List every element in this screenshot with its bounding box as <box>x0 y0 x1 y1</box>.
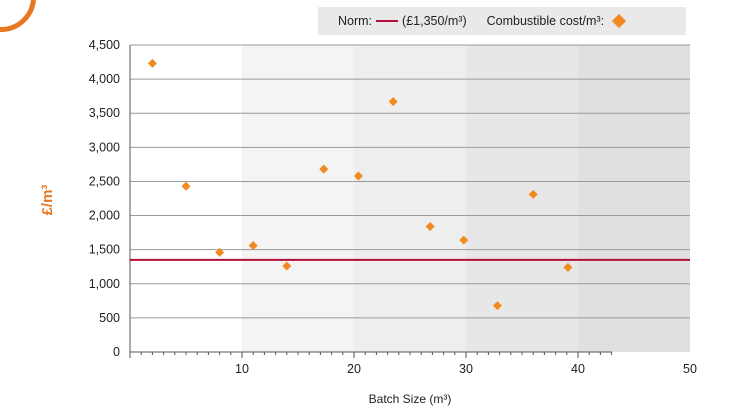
y-tick-label: 4,500 <box>89 38 120 52</box>
legend-norm-prefix: Norm: <box>338 14 373 28</box>
x-axis-label: Batch Size (m³) <box>369 392 452 406</box>
data-point <box>215 247 225 257</box>
y-tick-label: 2,500 <box>89 174 120 188</box>
data-point <box>459 235 469 245</box>
y-tick-label: 1,000 <box>89 277 120 291</box>
data-points <box>147 58 573 311</box>
axes <box>129 45 613 358</box>
legend-norm-label: (£1,350/m³) <box>402 14 467 28</box>
background-band <box>578 45 690 352</box>
y-tick-label: 1,500 <box>89 243 120 257</box>
data-point <box>425 221 435 231</box>
data-point <box>528 189 538 199</box>
data-point <box>492 301 502 311</box>
data-point <box>353 171 363 181</box>
x-tick-label: 40 <box>571 362 585 376</box>
background-band <box>354 45 466 352</box>
y-tick-label: 4,000 <box>89 72 120 86</box>
y-tick-label: 2,000 <box>89 209 120 223</box>
x-tick-label: 10 <box>235 362 249 376</box>
x-tick-label: 20 <box>347 362 361 376</box>
gridlines <box>130 44 690 319</box>
y-tick-labels: 0 500 1,000 1,500 2,000 2,500 3,000 3,500 4,000 4… <box>89 38 120 359</box>
y-tick-label: 3,000 <box>89 140 120 154</box>
legend-norm-line-swatch <box>376 20 399 22</box>
chart-legend: Norm: (£1,350/m³) Combustible cost/m³: <box>318 7 686 35</box>
y-tick-label: 500 <box>99 311 120 325</box>
data-point <box>388 97 398 107</box>
x-tick-labels: 10 20 30 40 50 <box>235 362 697 376</box>
data-point <box>147 58 157 68</box>
data-point <box>319 164 329 174</box>
data-point <box>248 241 258 251</box>
data-point <box>282 261 292 271</box>
x-tick-label: 30 <box>459 362 473 376</box>
background-band <box>130 45 242 352</box>
legend-series-label: Combustible cost/m³: <box>486 14 605 28</box>
y-axis-label: £/m³ <box>39 185 56 216</box>
data-point <box>563 262 573 272</box>
y-tick-label: 0 <box>113 345 120 359</box>
background-band <box>466 45 578 352</box>
y-tick-label: 3,500 <box>89 106 120 120</box>
background-bands <box>130 45 690 352</box>
data-point <box>181 181 191 191</box>
background-band <box>242 45 354 352</box>
x-tick-label: 50 <box>683 362 697 376</box>
